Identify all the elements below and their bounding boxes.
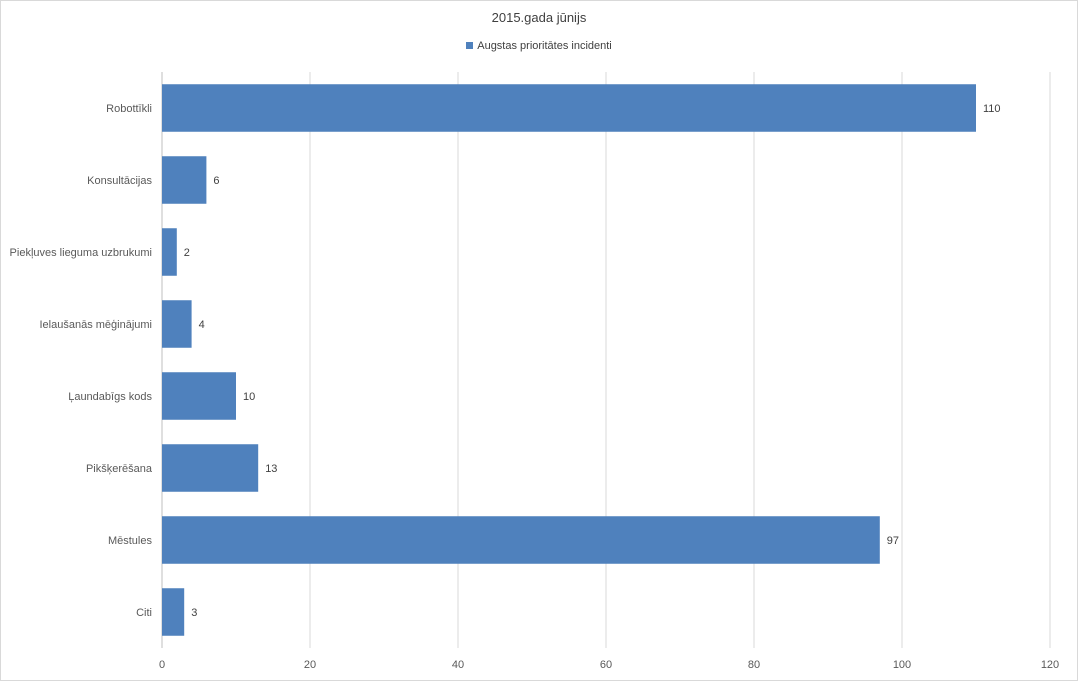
data-label: 110 <box>983 103 1001 115</box>
data-label: 4 <box>199 319 205 331</box>
bar <box>162 300 192 348</box>
x-tick-label: 0 <box>159 659 165 671</box>
x-tick-label: 20 <box>304 659 316 671</box>
data-label: 6 <box>213 175 219 187</box>
bar <box>162 156 207 204</box>
bar <box>162 516 880 564</box>
x-tick-label: 60 <box>600 659 612 671</box>
bar <box>162 228 177 276</box>
chart-title: 2015.gada jūnijs <box>491 10 587 25</box>
legend-label: Augstas prioritātes incidenti <box>477 40 612 52</box>
bar <box>162 84 976 132</box>
category-label: Mēstules <box>108 535 153 547</box>
legend-swatch <box>466 42 474 49</box>
x-tick-label: 120 <box>1041 659 1059 671</box>
x-tick-label: 80 <box>748 659 760 671</box>
legend: Augstas prioritātes incidenti <box>0 40 1078 52</box>
category-label: Robottīkli <box>106 103 152 115</box>
category-label: Citi <box>136 607 152 619</box>
bar <box>162 372 236 420</box>
category-label: Konsultācijas <box>87 175 152 187</box>
data-label: 2 <box>184 247 190 259</box>
x-tick-label: 40 <box>452 659 464 671</box>
bar <box>162 588 185 636</box>
data-label: 97 <box>887 535 899 547</box>
category-label: Ļaundabīgs kods <box>68 391 152 403</box>
data-label: 3 <box>191 607 197 619</box>
category-label: Piekļuves lieguma uzbrukumi <box>10 247 152 259</box>
bar <box>162 444 259 492</box>
x-tick-label: 100 <box>893 659 911 671</box>
category-label: Pikšķerēšana <box>86 463 153 475</box>
category-label: Ielaušanās mēģinājumi <box>39 318 152 331</box>
data-label: 13 <box>265 463 277 475</box>
data-label: 10 <box>243 391 255 403</box>
